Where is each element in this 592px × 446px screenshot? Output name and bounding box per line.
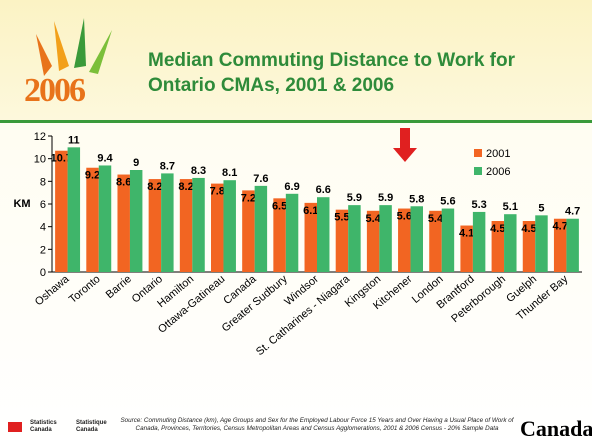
value-label: 8.6 <box>116 177 131 189</box>
wordmark: Canada <box>520 416 592 441</box>
value-label: 7.6 <box>253 173 268 185</box>
bar <box>429 210 442 272</box>
arrow <box>393 128 417 162</box>
value-label: 4.7 <box>565 206 580 218</box>
value-label: 8.1 <box>222 167 237 179</box>
bar <box>67 147 81 272</box>
value-label: 8.2 <box>147 181 162 193</box>
value-label: 6.1 <box>303 205 318 217</box>
value-label: 4.5 <box>490 223 505 235</box>
y-tick-label: 12 <box>34 131 46 143</box>
y-tick-label: 8 <box>40 176 46 188</box>
bar <box>254 185 268 272</box>
bar <box>366 210 380 272</box>
value-label: 9.2 <box>85 170 100 182</box>
bar <box>348 205 361 272</box>
value-label: 5 <box>538 202 544 214</box>
bar <box>441 208 455 272</box>
value-label: 5.8 <box>409 193 424 205</box>
x-tick-label: Peterborough <box>449 273 508 325</box>
bar <box>304 202 317 272</box>
value-label: 7.8 <box>210 186 225 198</box>
bar <box>460 225 473 272</box>
bar <box>522 221 536 272</box>
x-tick-label: Toronto <box>67 273 103 306</box>
value-label: 7.2 <box>241 192 256 204</box>
value-label: 6.6 <box>316 184 331 196</box>
value-label: 8.3 <box>191 165 206 177</box>
bar <box>285 193 299 272</box>
bar <box>55 150 68 272</box>
value-label: 9 <box>133 157 139 169</box>
bar <box>317 197 330 272</box>
bar <box>223 180 236 272</box>
value-label: 4.1 <box>459 228 474 240</box>
bar <box>504 214 517 272</box>
chart: 0 2 4 6 8 10 12 KM 10.7 11 Oshawa 9.2 9.4 Toronto 8.69… <box>13 128 582 358</box>
bar <box>491 221 505 272</box>
bar <box>398 208 411 272</box>
bar <box>535 215 548 272</box>
value-label: 5.9 <box>347 192 362 204</box>
agency-fr: Statistique Canada <box>76 420 107 433</box>
y-axis-label: KM <box>13 198 30 210</box>
bar <box>148 179 162 272</box>
y-tick-label: 6 <box>40 199 46 211</box>
value-label: 6.5 <box>272 200 287 212</box>
bar <box>566 218 579 272</box>
bar <box>211 183 224 272</box>
value-label: 5.4 <box>365 213 381 225</box>
bar <box>379 205 392 272</box>
logo-text: 2006 <box>24 72 86 109</box>
bar <box>129 170 143 272</box>
footer: Statistics Canada Statistique Canada Sou… <box>0 414 592 446</box>
legend-label: 2001 <box>486 148 510 160</box>
value-label: 9.4 <box>97 152 113 164</box>
y-tick-label: 0 <box>40 267 46 279</box>
bar <box>98 165 112 272</box>
value-label: 8.2 <box>178 181 193 193</box>
value-label: 5.4 <box>428 213 444 225</box>
value-label: 4.5 <box>521 223 536 235</box>
bar <box>553 218 567 272</box>
source: Source: Commuting Distance (km), Age Gro… <box>120 417 514 432</box>
y-tick-label: 4 <box>40 222 46 234</box>
bar <box>242 190 255 272</box>
x-tick-label: Oshawa <box>33 273 72 309</box>
value-label: 5.6 <box>440 196 455 208</box>
bar <box>117 174 130 272</box>
header: 2006 Median Commuting Distance to Work f… <box>0 0 592 123</box>
y-tick-label: 10 <box>34 154 46 166</box>
bar <box>273 198 286 272</box>
bar <box>410 206 423 272</box>
legend-label: 2006 <box>486 166 510 178</box>
value-label: 10.7 <box>51 153 72 165</box>
value-label: 5.5 <box>334 212 349 224</box>
value-label: 11 <box>68 134 80 146</box>
agency-en: Statistics Canada <box>30 420 57 433</box>
legend-swatch <box>474 167 482 175</box>
bar <box>335 209 349 272</box>
legend-swatch <box>474 149 482 157</box>
value-label: 5.3 <box>471 199 486 211</box>
value-label: 5.6 <box>397 211 412 223</box>
value-label: 8.7 <box>160 160 175 172</box>
bar <box>161 173 174 272</box>
value-label: 4.7 <box>553 221 568 233</box>
bar <box>86 167 99 272</box>
value-label: 6.9 <box>284 181 299 193</box>
value-label: 5.1 <box>503 201 518 213</box>
bar <box>472 211 486 272</box>
y-tick-label: 2 <box>40 244 46 256</box>
flag <box>8 422 22 432</box>
bar <box>179 179 193 272</box>
bar <box>192 177 205 272</box>
value-label: 5.9 <box>378 192 393 204</box>
logo-graphic <box>36 18 112 76</box>
chart-title: Median Commuting Distance to Work for On… <box>148 50 516 96</box>
